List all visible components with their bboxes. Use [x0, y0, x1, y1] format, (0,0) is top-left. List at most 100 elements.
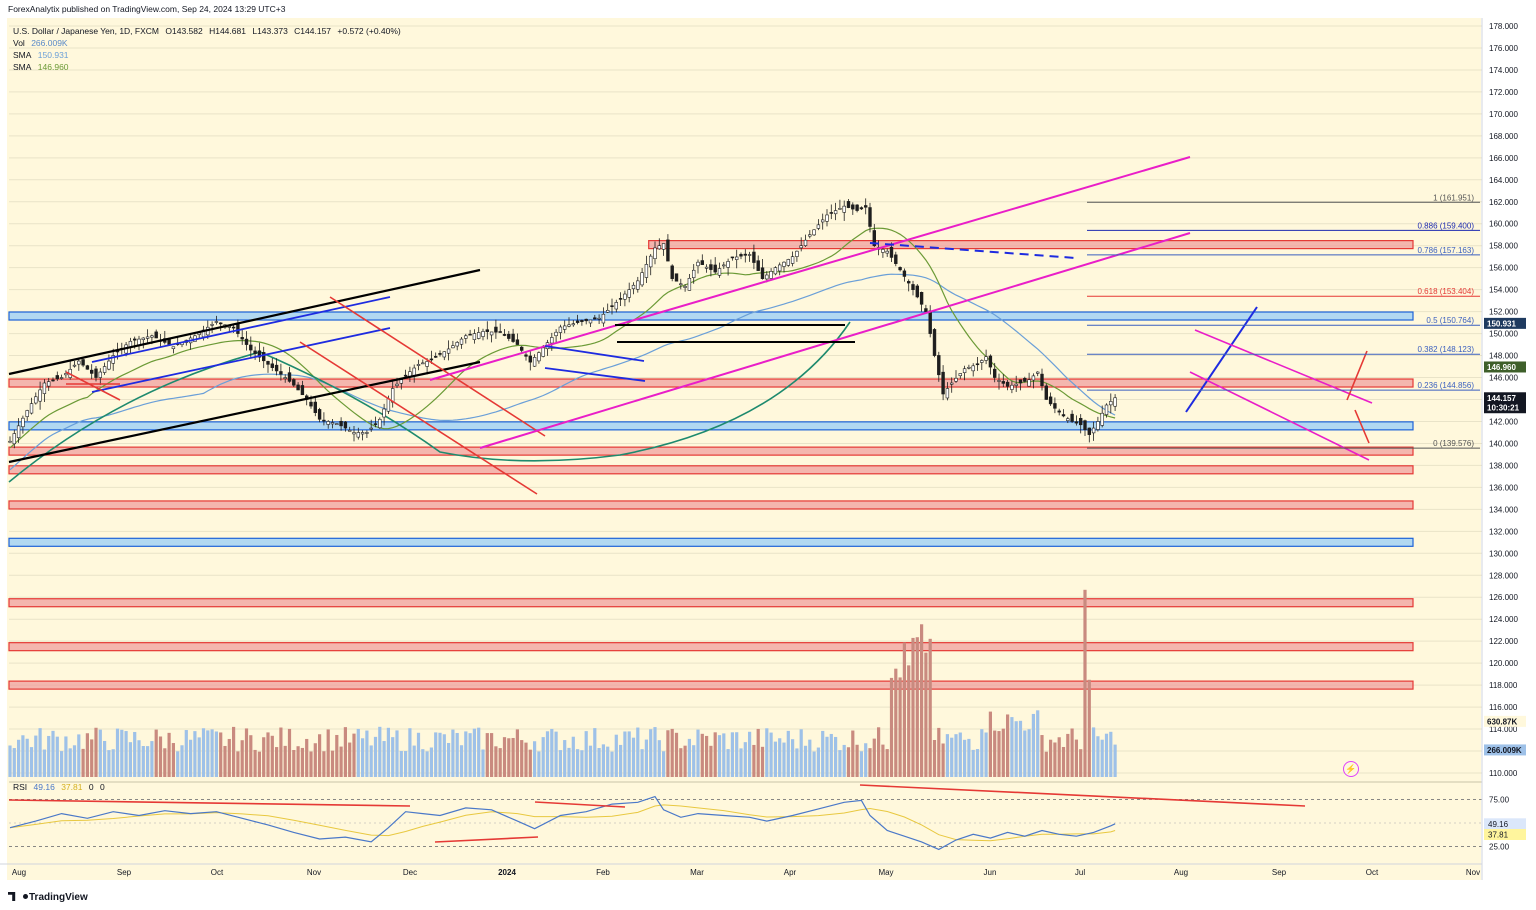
x-tick-label: Mar: [690, 868, 704, 877]
volume-bar: [851, 730, 855, 777]
volume-bar: [825, 736, 829, 777]
volume-bar: [455, 732, 459, 777]
candle-up: [786, 259, 791, 266]
volume-bar: [373, 736, 378, 777]
fib-label-0.618: 0.618 (153.404): [1418, 287, 1475, 296]
volume-bar: [193, 731, 197, 777]
price-axis-label: 10:30:21: [1487, 404, 1520, 413]
candle-down: [894, 254, 898, 264]
candle-up: [962, 368, 967, 374]
volume-bar: [533, 741, 537, 777]
x-tick-label: May: [878, 868, 893, 877]
candle-up: [38, 389, 42, 402]
candle-up: [446, 348, 451, 354]
candle-down: [919, 291, 924, 305]
volume-bar: [580, 750, 584, 777]
candle-up: [562, 325, 567, 330]
price-label-bg: [1484, 402, 1526, 414]
candle-up: [481, 331, 485, 337]
price-label-bg: [1484, 361, 1526, 373]
candle-down: [1061, 414, 1066, 417]
y-tick-label: 170.000: [1489, 110, 1518, 119]
candle-up: [464, 335, 468, 339]
volume-bar: [623, 731, 627, 777]
y-tick-label: 174.000: [1489, 66, 1518, 75]
volume-bar: [859, 751, 863, 777]
volume-bar: [795, 748, 799, 777]
price-axis-label: 630.87K: [1487, 717, 1517, 726]
volume-bar: [877, 727, 881, 777]
candle-up: [214, 321, 219, 323]
tradingview-logo[interactable]: TradingView: [8, 892, 88, 903]
y-tick-label: 114.000: [1489, 725, 1518, 734]
volume-bar: [12, 748, 16, 777]
y-tick-label: 160.000: [1489, 220, 1518, 229]
volume-bar: [326, 729, 330, 777]
price-axis-label: 144.157: [1487, 394, 1516, 403]
volume-bar: [550, 728, 554, 777]
volume-bar: [554, 731, 558, 777]
x-tick-label: Oct: [211, 868, 224, 877]
publisher-text: ForexAnalytix published on TradingView.c…: [8, 4, 286, 14]
alert-bolt-icon[interactable]: ⚡: [1343, 761, 1359, 777]
candle-down: [863, 205, 868, 208]
volume-bar: [786, 730, 790, 777]
candle-up: [412, 367, 416, 376]
volume-bar: [395, 730, 399, 777]
volume-bar: [765, 728, 769, 777]
candle-up: [803, 239, 808, 246]
volume-bar: [292, 750, 296, 777]
y-tick-label: 126.000: [1489, 593, 1518, 602]
volume-bar: [958, 732, 962, 777]
candle-up: [636, 280, 640, 290]
volume-bar: [124, 731, 128, 777]
volume-bar: [524, 742, 528, 777]
candle-up: [683, 286, 687, 288]
candle-down: [752, 251, 756, 263]
volume-bar: [197, 737, 201, 777]
candle-down: [618, 298, 623, 300]
candle-down: [528, 355, 533, 363]
volume-bar: [799, 729, 803, 777]
volume-bar: [330, 750, 335, 777]
candle-up: [971, 365, 975, 372]
volume-bar: [47, 735, 51, 777]
volume-bar: [429, 747, 433, 777]
candle-down: [859, 207, 864, 210]
candle-up: [661, 243, 666, 250]
candle-down: [309, 401, 313, 407]
volume-bar: [726, 749, 730, 777]
candle-down: [343, 421, 348, 429]
volume-bar: [404, 751, 408, 777]
candle-down: [502, 334, 507, 336]
red-flag-upper: [65, 371, 121, 401]
volume-bar: [163, 748, 167, 777]
y-tick-label: 136.000: [1489, 483, 1518, 492]
volume-bar: [305, 738, 309, 777]
black-channel-bottom: [8, 360, 481, 464]
volume-bar: [477, 727, 481, 777]
candle-down: [1087, 427, 1092, 435]
candle-up: [795, 250, 799, 257]
volume-bar: [511, 737, 515, 777]
x-tick-label: Jul: [1075, 868, 1085, 877]
volume-bar: [253, 749, 257, 777]
candle-up: [605, 309, 610, 313]
candle-up: [623, 293, 627, 300]
candle-down: [670, 265, 674, 279]
y-tick-label: 168.000: [1489, 132, 1518, 141]
volume-bar: [855, 744, 859, 777]
volume-bar: [279, 727, 283, 777]
candle-down: [322, 419, 326, 422]
volume-bar: [214, 731, 218, 777]
volume-bar: [339, 746, 343, 777]
footer-bar: [0, 880, 1536, 910]
sma1-label: SMA: [13, 50, 32, 60]
candle-up: [597, 317, 601, 320]
candle-up: [704, 266, 709, 269]
candle-up: [64, 373, 68, 376]
volume-bar: [1087, 679, 1091, 777]
volume-bar: [773, 741, 777, 777]
candle-up: [1010, 384, 1014, 390]
